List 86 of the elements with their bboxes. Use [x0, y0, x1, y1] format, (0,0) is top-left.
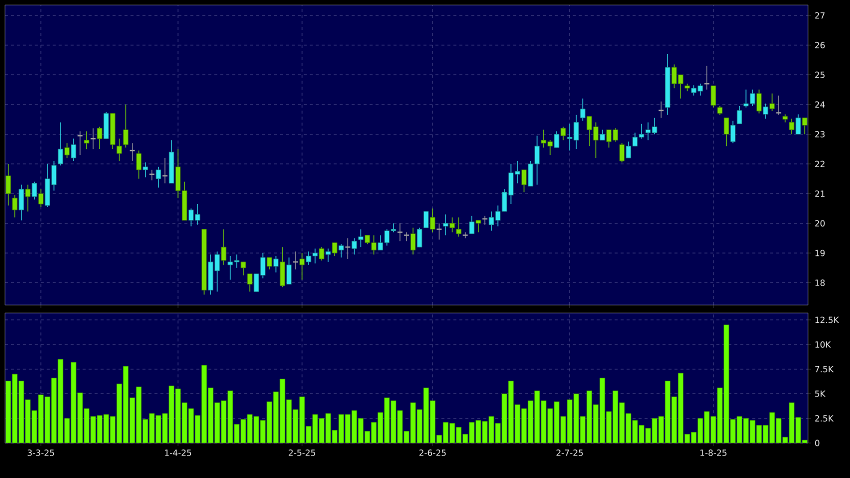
candlestick — [116, 138, 122, 162]
candlestick — [450, 217, 455, 233]
candlestick — [476, 220, 481, 233]
candlestick — [240, 262, 246, 276]
y-tick-label: 25 — [815, 72, 825, 78]
x-tick-label: 1-8-25 — [700, 450, 726, 456]
y-tick-label: 20 — [815, 220, 825, 227]
candlestick — [156, 166, 162, 188]
candlestick — [76, 130, 84, 156]
candlestick — [802, 118, 808, 135]
candlestick — [338, 244, 344, 258]
y-tick-label: 18 — [815, 280, 825, 286]
candlestick — [443, 214, 448, 236]
y-tick-label: 2.5K — [815, 415, 834, 422]
candlestick — [430, 208, 436, 233]
candlestick — [84, 130, 90, 150]
candlestick — [736, 106, 742, 124]
candlestick — [38, 188, 44, 208]
y-tick-label: 24 — [815, 101, 825, 108]
candlestick — [162, 158, 168, 184]
candlestick — [776, 95, 782, 116]
candlestick — [25, 184, 30, 212]
candlestick — [273, 256, 279, 273]
candlestick — [332, 242, 338, 256]
y-tick-label: 26 — [815, 42, 825, 48]
candlestick — [436, 222, 442, 240]
candlestick — [64, 142, 70, 158]
y-tick-label: 21 — [815, 190, 825, 197]
candlestick — [710, 85, 716, 108]
y-tick-label: 5K — [815, 390, 826, 397]
candlestick — [403, 232, 410, 242]
candlestick — [704, 66, 710, 90]
candlestick — [554, 130, 560, 148]
y-tick-label: 12.5K — [815, 316, 840, 324]
candlestick — [410, 227, 416, 255]
candlestick — [619, 142, 625, 163]
x-tick-label: 1-4-25 — [165, 450, 192, 456]
candlestick — [560, 126, 566, 140]
candlestick — [6, 164, 11, 206]
candlestick — [136, 150, 142, 180]
candlestick — [600, 129, 605, 140]
candlestick — [580, 98, 586, 122]
x-tick-label: 2-5-25 — [288, 450, 316, 456]
candlestick — [90, 128, 96, 150]
y-tick-label: 27 — [815, 12, 825, 19]
y-tick-label: 23 — [815, 131, 825, 138]
candlestick — [266, 257, 272, 270]
x-tick-label: 2-6-25 — [419, 450, 446, 456]
candlestick — [247, 273, 252, 292]
candlestick — [396, 222, 404, 242]
candlestick — [796, 114, 801, 135]
candlestick — [326, 248, 331, 262]
y-tick-label: 19 — [815, 250, 825, 256]
y-tick-label: 0 — [815, 440, 820, 446]
candlestick — [416, 227, 422, 248]
candlestick — [18, 184, 24, 221]
candlestick — [70, 138, 76, 162]
x-tick-label: 3-3-25 — [28, 450, 54, 456]
candlestick — [770, 93, 775, 112]
candlestick — [456, 217, 462, 238]
candlestick — [221, 228, 226, 266]
candlestick — [352, 238, 357, 255]
candlestick — [756, 89, 762, 114]
candlestick — [123, 104, 128, 148]
candlestick — [32, 181, 37, 200]
candlestick — [319, 246, 324, 261]
candlestick — [423, 211, 429, 228]
candlestick — [521, 170, 527, 192]
candlestick — [358, 228, 364, 248]
candlestick — [762, 103, 768, 120]
candlestick — [280, 246, 286, 288]
candlestick — [97, 126, 102, 150]
candlestick — [469, 216, 474, 234]
x-tick-label: 2-7-25 — [556, 450, 583, 456]
candlestick — [730, 120, 736, 144]
candlestick — [299, 252, 305, 280]
candlestick — [789, 118, 794, 135]
candlestick — [142, 162, 148, 178]
y-tick-label: 10K — [815, 341, 832, 348]
candlestick — [58, 122, 64, 166]
candlestick — [12, 194, 18, 218]
candlestick — [724, 118, 730, 146]
candlestick — [286, 257, 292, 285]
y-tick-label: 22 — [815, 160, 824, 168]
y-tick-label: 7.5K — [815, 366, 834, 372]
candlestick — [148, 170, 156, 181]
